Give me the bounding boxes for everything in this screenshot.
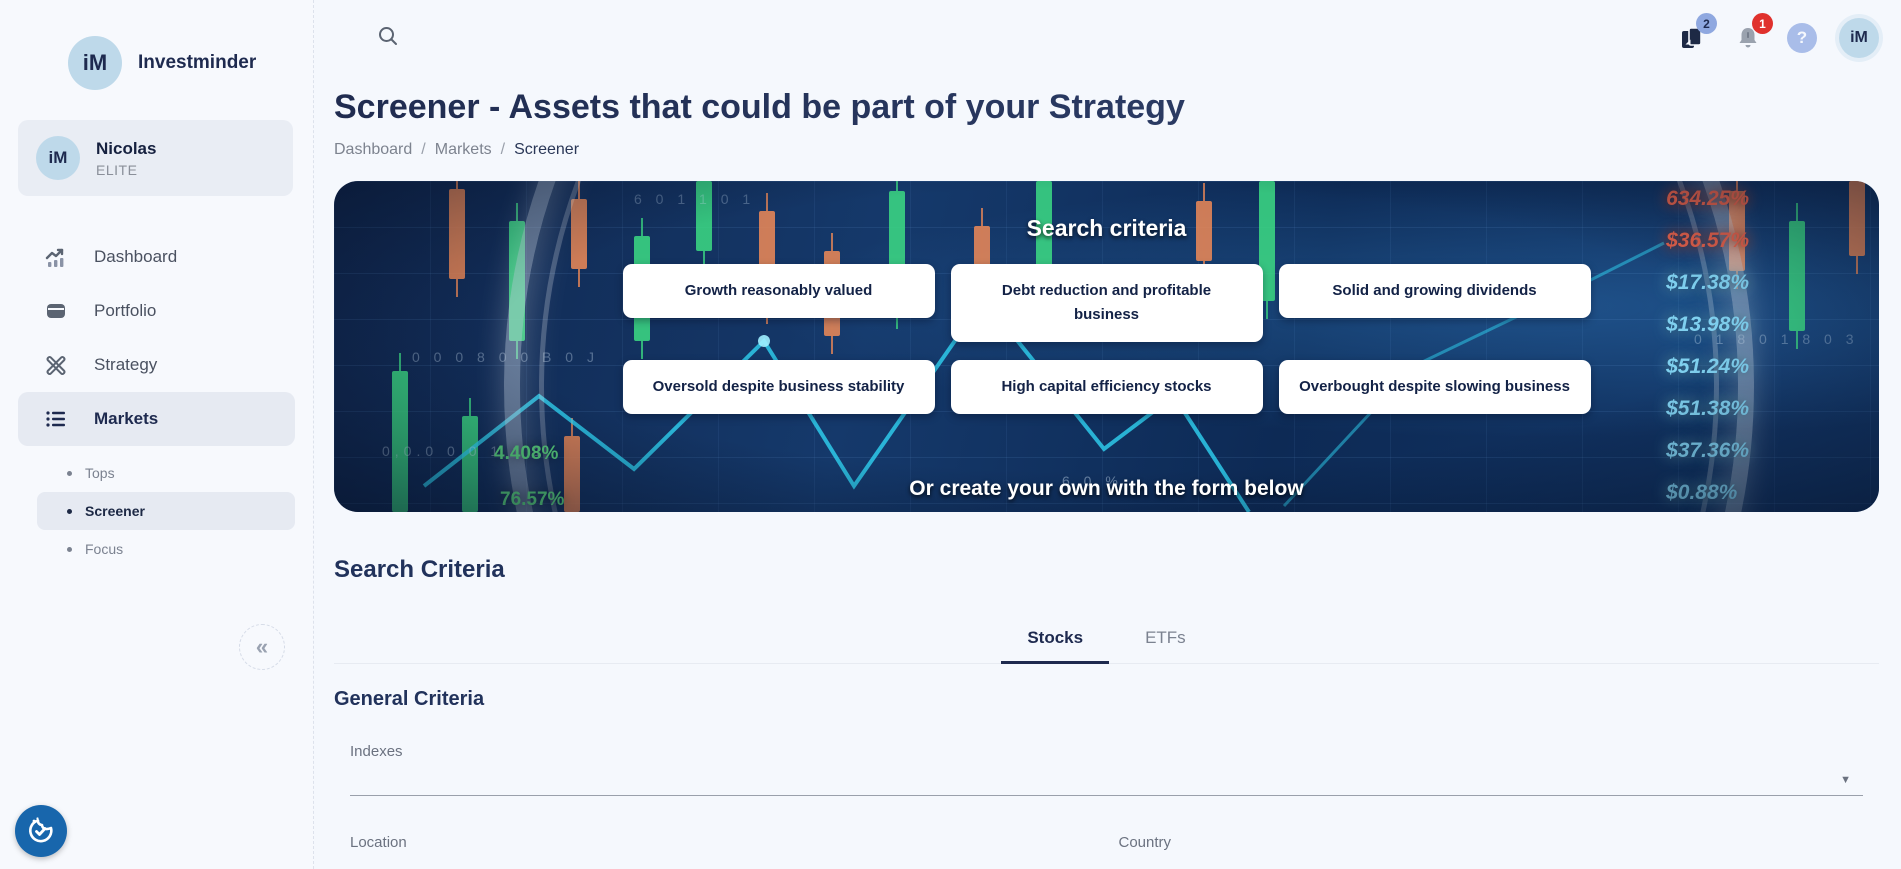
breadcrumb-dashboard[interactable]: Dashboard: [334, 141, 413, 159]
sidebar-item-markets[interactable]: Markets: [18, 392, 295, 446]
indexes-label: Indexes: [350, 743, 403, 761]
preset-overbought-button[interactable]: Overbought despite slowing business: [1278, 360, 1591, 415]
notifications-badge: 1: [1752, 13, 1773, 34]
bell-icon[interactable]: 1: [1731, 13, 1773, 55]
topbar: 2 1 ? iM: [334, 0, 1879, 76]
bullet-icon: [67, 546, 72, 552]
help-icon[interactable]: ?: [1787, 23, 1817, 53]
sidebar-subitem-focus[interactable]: Focus: [37, 530, 295, 568]
sidebar-item-label: Markets: [94, 409, 159, 428]
user-name: Nicolas: [96, 138, 157, 158]
page-title: Screener - Assets that could be part of …: [334, 88, 1879, 127]
bullet-icon: [67, 470, 72, 476]
sub-item-label: Tops: [85, 465, 115, 481]
main-content: 2 1 ? iM Screener - Assets that could be…: [314, 0, 1901, 869]
cookie-icon: [29, 817, 53, 843]
preset-growth-button[interactable]: Growth reasonably valued: [622, 264, 935, 319]
preset-capital-efficiency-button[interactable]: High capital efficiency stocks: [950, 360, 1263, 415]
user-card[interactable]: iM Nicolas ELITE: [18, 120, 293, 196]
sub-item-label: Focus: [85, 541, 124, 557]
user-avatar: iM: [36, 136, 80, 180]
chart-growth-icon: [44, 245, 68, 269]
sidebar-nav: Dashboard Portfolio Stra: [0, 230, 313, 568]
brand: iM Investminder: [0, 0, 313, 90]
preset-criteria-grid: Growth reasonably valued Debt reduction …: [622, 264, 1591, 415]
bullet-icon: [67, 508, 72, 514]
sidebar-item-label: Portfolio: [94, 301, 157, 320]
sidebar-subitem-tops[interactable]: Tops: [37, 454, 295, 492]
search-icon[interactable]: [376, 24, 400, 53]
breadcrumb: Dashboard / Markets / Screener: [334, 141, 1879, 159]
preset-oversold-button[interactable]: Oversold despite business stability: [622, 360, 935, 415]
country-label: Country: [1118, 834, 1172, 852]
banner-content: Search criteria Growth reasonably valued…: [334, 215, 1879, 512]
sidebar-subitem-screener[interactable]: Screener: [37, 492, 295, 530]
user-plan-badge: ELITE: [96, 161, 138, 178]
breadcrumb-screener: Screener: [514, 141, 580, 159]
sub-item-label: Screener: [85, 503, 145, 519]
search-criteria-heading: Search Criteria: [334, 556, 505, 584]
sidebar-item-portfolio[interactable]: Portfolio: [0, 284, 313, 338]
topbar-icons: 2 1 ? iM: [1675, 13, 1879, 58]
indexes-field: Indexes ▼: [350, 743, 1863, 797]
brand-name: Investminder: [138, 52, 257, 73]
location-label: Location: [350, 834, 407, 852]
news-badge: 2: [1696, 13, 1717, 34]
breadcrumb-markets[interactable]: Markets: [434, 141, 492, 159]
profile-avatar[interactable]: iM: [1839, 18, 1879, 58]
sidebar: iM Investminder iM Nicolas ELITE: [0, 0, 314, 869]
indexes-select[interactable]: ▼: [350, 774, 1863, 797]
tab-stocks[interactable]: Stocks: [1001, 616, 1110, 665]
banner-footer-text: Or create your own with the form below: [909, 477, 1304, 501]
location-country-row: Location Country: [350, 834, 1863, 851]
breadcrumb-separator: /: [421, 141, 426, 159]
preset-debt-reduction-button[interactable]: Debt reduction and profitable business: [950, 264, 1263, 343]
wallet-icon: [44, 299, 68, 323]
sidebar-item-label: Dashboard: [94, 247, 178, 266]
asset-type-tabs: Stocks ETFs: [334, 616, 1879, 665]
cookie-consent-button[interactable]: [15, 805, 67, 857]
brand-logo-icon: iM: [68, 36, 122, 90]
sidebar-item-strategy[interactable]: Strategy: [0, 338, 313, 392]
preset-dividends-button[interactable]: Solid and growing dividends: [1278, 264, 1591, 319]
banner-heading: Search criteria: [1026, 215, 1187, 242]
ticker-value: 634.25%: [1666, 187, 1749, 211]
sidebar-collapse-button[interactable]: «: [239, 624, 285, 670]
news-icon[interactable]: 2: [1675, 13, 1717, 55]
list-icon: [44, 407, 68, 431]
general-criteria-heading: General Criteria: [334, 688, 485, 711]
markets-sub-list: Tops Screener Focus: [37, 454, 295, 568]
chevron-down-icon: ▼: [1840, 774, 1851, 787]
tab-etfs[interactable]: ETFs: [1145, 628, 1186, 648]
sidebar-item-dashboard[interactable]: Dashboard: [0, 230, 313, 284]
breadcrumb-separator: /: [500, 141, 506, 159]
sidebar-item-label: Strategy: [94, 355, 158, 374]
pencil-ruler-icon: [44, 353, 68, 377]
